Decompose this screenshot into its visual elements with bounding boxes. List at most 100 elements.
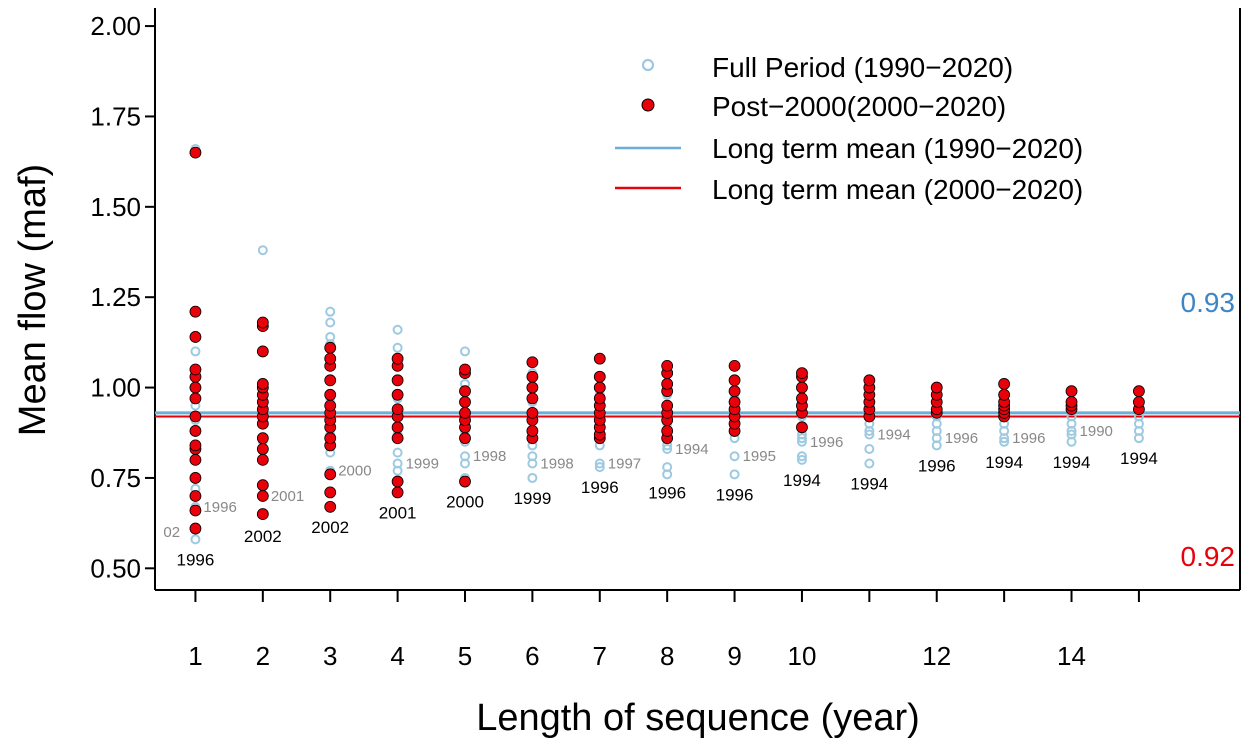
post-2000-point: [391, 403, 404, 416]
post-2000-point: [930, 381, 943, 394]
post-2000-point: [728, 374, 741, 387]
post-2000-point: [189, 472, 202, 484]
year-label-black: 1996: [648, 484, 686, 503]
year-label-gray: 1998: [540, 455, 573, 472]
full-period-point: [864, 429, 875, 440]
year-label-gray: 02: [163, 524, 180, 541]
year-label-gray: 1990: [1080, 423, 1113, 440]
full-period-point: [527, 472, 538, 483]
full-period-point: [594, 458, 605, 469]
y-axis: 0.50 0.75 1.00 1.25 1.50 1.75 2.00: [90, 11, 155, 583]
post-2000-point: [189, 504, 202, 517]
post-2000-point: [324, 500, 337, 513]
full-period-point: [325, 317, 336, 328]
post-2000-point: [661, 425, 674, 437]
post-2000-point: [1133, 385, 1145, 398]
full-period-point: [594, 462, 605, 473]
y-tick-label: 1.75: [90, 101, 141, 131]
post-2000-point: [526, 381, 539, 394]
post-2000-point: [256, 432, 269, 445]
post-2000-point: [256, 316, 269, 329]
full-period-point: [864, 444, 875, 455]
post-2000-point: [256, 508, 269, 520]
full-period-point: [392, 458, 403, 469]
post-2000-point: [189, 305, 202, 318]
legend-label-post-2000: Post−2000(2000−2020): [712, 91, 1006, 122]
legend-marker-full-period: [641, 58, 655, 72]
post-2000-point: [1133, 396, 1145, 408]
year-label-gray: 1994: [877, 427, 910, 444]
x-tick-label: 10: [787, 641, 816, 671]
year-label-gray: 2000: [338, 463, 371, 480]
x-tick-label: 2: [256, 641, 270, 671]
full-period-point: [190, 346, 201, 357]
full-period-point: [190, 534, 201, 545]
x-axis: 1 2 3 4 5 6 7 8 9 10 12 14: [188, 590, 1140, 671]
post-2000-point: [189, 392, 202, 405]
year-label-gray: 1998: [473, 448, 506, 465]
x-tick-label: 4: [390, 641, 404, 671]
full-period-mean-label: 0.93: [1181, 287, 1236, 318]
post-2000-point: [256, 453, 269, 466]
post-2000-point: [1065, 385, 1078, 398]
post-2000-point: [391, 421, 404, 434]
post-2000-point: [459, 363, 471, 376]
full-period-point: [999, 436, 1010, 447]
post-2000-point: [256, 378, 269, 390]
post-2000-point: [661, 378, 674, 390]
full-period-point: [325, 306, 336, 317]
year-annotations: 1996 2002 2002 2001 2000 1999 1996 1996 1996 1994…: [163, 423, 1157, 569]
y-tick-label: 1.00: [90, 373, 141, 403]
post-2000-point: [593, 381, 606, 394]
year-label-black: 1996: [177, 550, 215, 569]
year-label-black: 1994: [1120, 449, 1158, 468]
full-period-point: [662, 462, 673, 473]
post-2000-point: [256, 479, 269, 492]
full-period-point: [527, 451, 538, 462]
post-2000-point: [593, 370, 606, 383]
y-tick-label: 1.50: [90, 192, 141, 222]
post-2000-point: [998, 378, 1011, 390]
year-label-black: 2002: [311, 518, 349, 537]
x-tick-label: 12: [922, 641, 951, 671]
post-2000-point: [391, 388, 404, 401]
post-2000-point: [189, 146, 202, 159]
post-2000-point: [593, 352, 606, 365]
year-label-gray: 1996: [810, 434, 843, 451]
legend-label-full-period: Full Period (1990−2020): [712, 52, 1013, 83]
year-label-black: 2001: [379, 503, 417, 522]
full-period-point: [392, 447, 403, 458]
x-tick-label: 1: [188, 641, 202, 671]
full-period-point: [392, 324, 403, 335]
full-period-point: [460, 346, 470, 357]
year-label-black: 1994: [850, 474, 888, 493]
year-label-black: 1999: [513, 489, 551, 508]
year-label-gray: 1995: [743, 448, 776, 465]
post-2000-point: [189, 331, 202, 343]
x-tick-label: 6: [525, 641, 539, 671]
year-label-black: 2002: [244, 527, 282, 546]
post-2000-point: [796, 381, 808, 394]
post-2000-point: [189, 490, 202, 502]
full-period-point: [729, 469, 740, 480]
post-2000-point: [391, 432, 404, 445]
full-period-point: [460, 451, 470, 462]
full-period-point: [864, 458, 875, 469]
series-post-2000: [189, 146, 1145, 535]
post-2000-point: [324, 486, 337, 499]
full-period-point: [796, 433, 807, 444]
post-2000-point: [324, 352, 337, 365]
full-period-point: [729, 451, 740, 462]
post-2000-point: [728, 385, 741, 398]
year-label-gray: 1996: [945, 430, 978, 447]
post-2000-point: [1065, 396, 1078, 408]
post-2000-point: [863, 374, 876, 387]
full-period-point: [1066, 429, 1077, 440]
post-2000-point: [728, 396, 741, 408]
post-2000-point: [593, 392, 606, 405]
post-2000-point: [796, 367, 808, 380]
year-label-black: 2000: [446, 493, 484, 512]
full-period-point: [796, 454, 807, 465]
y-tick-label: 0.50: [90, 553, 141, 583]
post-2000-point: [189, 410, 202, 423]
